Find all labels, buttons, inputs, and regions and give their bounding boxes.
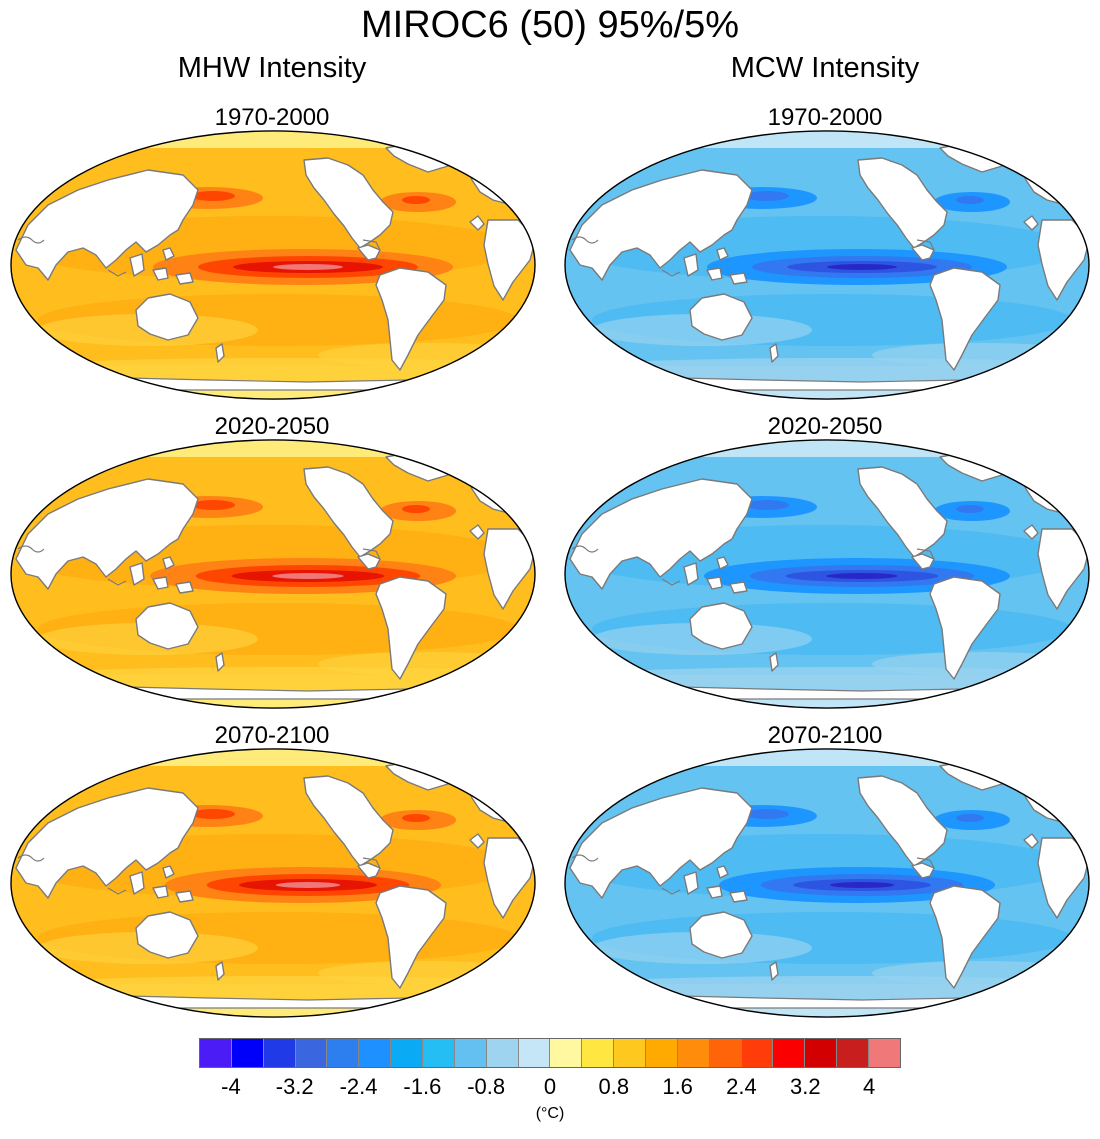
map-panel-mhw-1970-2000	[8, 130, 538, 400]
colorbar-tick-label: 4	[862, 1074, 876, 1099]
colorbar-swatch	[837, 1039, 870, 1067]
period-label-mhw-1: 1970-2000	[214, 104, 330, 131]
colorbar-swatch	[454, 1039, 487, 1067]
colorbar-swatch	[773, 1039, 806, 1067]
colorbar-swatch	[869, 1039, 900, 1067]
period-label-mhw-3: 2070-2100	[214, 722, 330, 749]
colorbar-swatch	[709, 1039, 742, 1067]
colorbar-tick-label: -4	[221, 1074, 241, 1099]
colorbar-swatch	[231, 1039, 264, 1067]
column-title-mcw: MCW Intensity	[730, 52, 920, 84]
colorbar-swatch	[423, 1039, 455, 1067]
colorbar-tick-label: -0.8	[467, 1074, 506, 1099]
colorbar-tick-label: 3.2	[789, 1074, 821, 1099]
colorbar-swatch	[614, 1039, 647, 1067]
colorbar-swatch	[805, 1039, 838, 1067]
colorbar-tick-label: -1.6	[403, 1074, 442, 1099]
colorbar	[199, 1038, 901, 1068]
colorbar-tick-label: 0	[543, 1074, 557, 1099]
period-label-mhw-2: 2020-2050	[214, 413, 330, 440]
colorbar-swatch	[359, 1039, 392, 1067]
map-panel-mhw-2020-2050	[8, 439, 538, 709]
period-label-mcw-2: 2020-2050	[767, 413, 883, 440]
map-panel-mcw-1970-2000	[562, 130, 1092, 400]
colorbar-swatch	[677, 1039, 710, 1067]
colorbar-tick-label: 0.8	[598, 1074, 630, 1099]
map-panel-mcw-2070-2100	[562, 748, 1092, 1018]
colorbar-swatch	[295, 1039, 328, 1067]
period-label-mcw-3: 2070-2100	[767, 722, 883, 749]
colorbar-swatch	[550, 1039, 583, 1067]
colorbar-tick-label: -2.4	[339, 1074, 378, 1099]
map-panel-mhw-2070-2100	[8, 748, 538, 1018]
map-panel-mcw-2020-2050	[562, 439, 1092, 709]
colorbar-tick-label: 2.4	[726, 1074, 757, 1099]
colorbar-swatch	[200, 1039, 232, 1067]
colorbar-unit-label: (°C)	[535, 1105, 565, 1122]
colorbar-swatch	[327, 1039, 360, 1067]
figure-title: MIROC6 (50) 95%/5%	[360, 4, 739, 46]
colorbar-swatch	[646, 1039, 678, 1067]
colorbar-swatch	[741, 1039, 774, 1067]
period-label-mcw-1: 1970-2000	[767, 104, 883, 131]
colorbar-swatch	[518, 1039, 551, 1067]
colorbar-swatch	[263, 1039, 296, 1067]
colorbar-swatch	[391, 1039, 424, 1067]
column-title-mhw: MHW Intensity	[177, 52, 367, 84]
colorbar-swatch	[582, 1039, 615, 1067]
colorbar-tick-label: 1.6	[662, 1074, 693, 1099]
colorbar-tick-label: -3.2	[275, 1074, 314, 1099]
colorbar-swatch	[486, 1039, 519, 1067]
